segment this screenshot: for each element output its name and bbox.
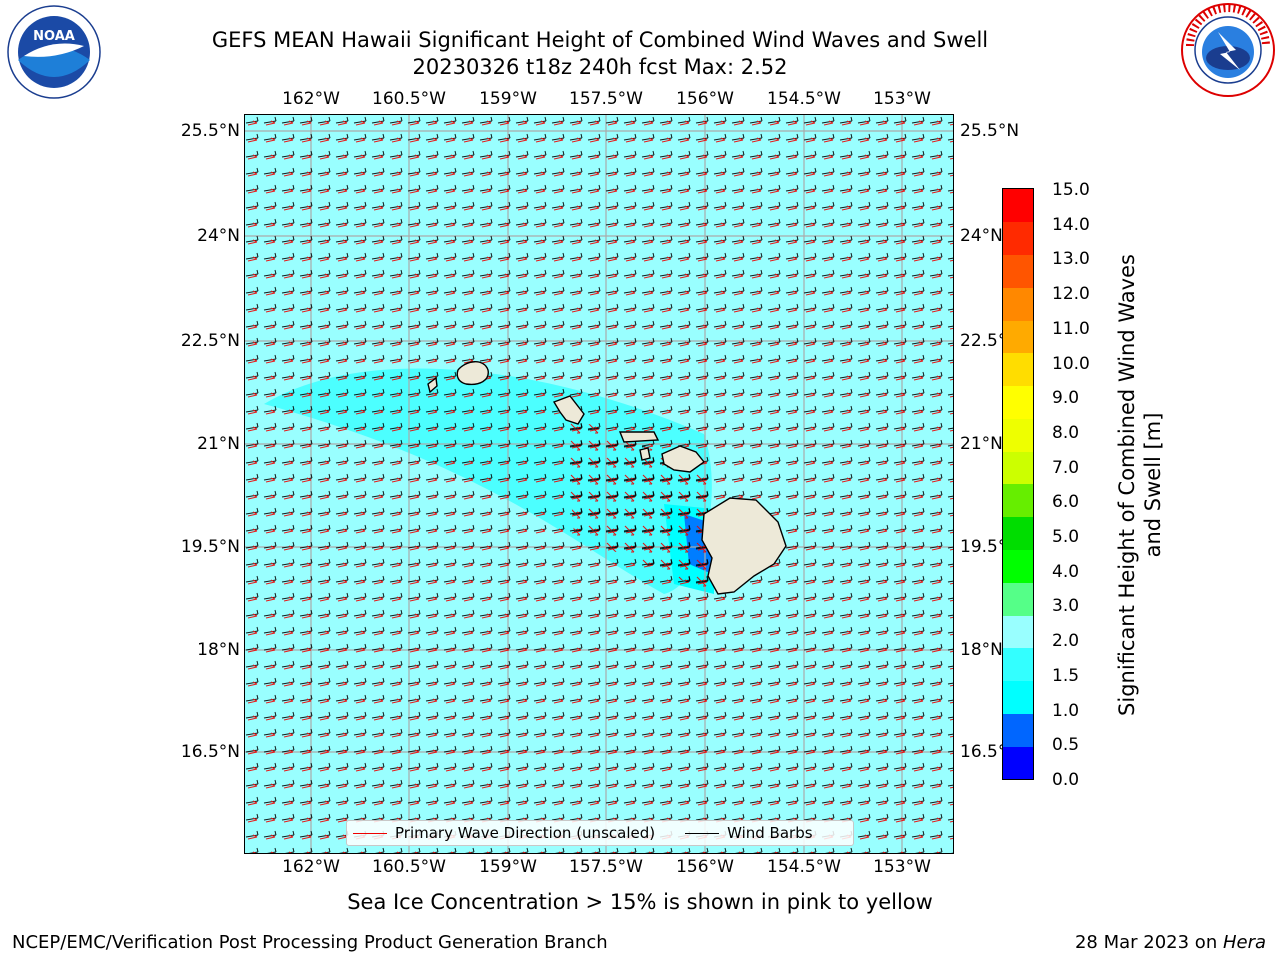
colorbar-tick-label: 8.0 (1052, 422, 1080, 443)
chart-title-line2: 20230326 t18z 240h fcst Max: 2.52 (412, 55, 788, 79)
colorbar-segment (1003, 385, 1033, 419)
lon-tick-bottom: 157.5°W (569, 857, 643, 877)
lon-tick-top: 157.5°W (569, 89, 643, 109)
lon-tick-bottom: 162°W (282, 857, 340, 877)
colorbar-segment (1003, 647, 1033, 682)
lon-tick-bottom: 160.5°W (372, 857, 446, 877)
lat-tick-left: 21°N (197, 434, 240, 454)
colorbar-tick-label: 0.0 (1052, 770, 1080, 790)
island-niihau (427, 376, 438, 394)
lon-tick-top: 159°W (479, 89, 537, 109)
colorbar-segment (1003, 582, 1033, 616)
lon-tick-bottom: 154.5°W (767, 857, 841, 877)
colorbar-segment (1003, 320, 1033, 354)
colorbar-segment (1003, 680, 1033, 714)
wave-legend-label: Primary Wave Direction (unscaled) (395, 824, 656, 842)
lon-tick-top: 156°W (676, 89, 734, 109)
island-molokai (618, 431, 660, 443)
footer-host: Hera (1222, 932, 1266, 953)
footer-org: NCEP/EMC/Verification Post Processing Pr… (12, 932, 608, 953)
islands (427, 361, 787, 595)
colorbar-segment (1003, 418, 1033, 452)
island-hawaii (701, 497, 787, 595)
lon-tick-bottom: 156°W (676, 857, 734, 877)
lon-tick-top: 153°W (873, 89, 931, 109)
colorbar-segment (1003, 287, 1033, 321)
lat-tick-left: 18°N (197, 640, 240, 660)
map-frame (244, 114, 954, 854)
map-legend: Primary Wave Direction (unscaled) Wind B… (346, 820, 854, 846)
colorbar-segment (1003, 615, 1033, 649)
colorbar-segment (1003, 516, 1033, 551)
noaa-logo-text: NOAA (33, 29, 75, 44)
chart-title-line1: GEFS MEAN Hawaii Significant Height of C… (211, 28, 989, 52)
colorbar-segment (1003, 549, 1033, 583)
lat-tick-right: 24°N (960, 226, 1003, 246)
colorbar-tick-label: 13.0 (1052, 249, 1090, 270)
lat-tick-left: 25.5°N (180, 121, 240, 141)
colorbar-tick-label: 2.0 (1052, 631, 1080, 652)
lat-tick-left: 19.5°N (180, 537, 240, 557)
lon-tick-top: 160.5°W (372, 89, 446, 109)
colorbar-tick-label: 14.0 (1052, 214, 1090, 235)
lon-tick-bottom: 153°W (873, 857, 931, 877)
island-oahu (552, 395, 585, 425)
lat-tick-right: 18°N (960, 640, 1003, 660)
lon-tick-top: 162°W (282, 89, 340, 109)
nws-logo (1181, 3, 1275, 97)
colorbar-label: Significant Height of Combined Wind Wave… (1115, 254, 1165, 716)
noaa-logo: NOAA (7, 5, 101, 99)
island-lanai (639, 447, 651, 461)
colorbar-tick-label: 12.0 (1052, 284, 1090, 305)
colorbar-tick-label: 7.0 (1052, 457, 1080, 478)
sea-ice-note: Sea Ice Concentration > 15% is shown in … (347, 890, 933, 914)
colorbar-tick-label: 10.0 (1052, 353, 1090, 374)
colorbar-segment (1003, 713, 1033, 747)
lon-tick-bottom: 159°W (479, 857, 537, 877)
colorbar-tick-label: 6.0 (1052, 492, 1080, 513)
colorbar-segment (1003, 352, 1033, 387)
barb-legend-line (685, 832, 720, 834)
lat-tick-left: 24°N (197, 226, 240, 246)
colorbar-tick-label: 15.0 (1052, 180, 1090, 200)
colorbar-tick-label: 0.5 (1052, 735, 1080, 756)
wave-legend-line (353, 832, 387, 834)
colorbar-tick-label: 11.0 (1052, 318, 1090, 339)
colorbar-tick-label: 9.0 (1052, 388, 1080, 409)
lat-tick-left: 22.5°N (180, 331, 240, 351)
colorbar-segment (1003, 484, 1033, 518)
island-maui (661, 445, 706, 473)
colorbar-segment (1003, 221, 1033, 256)
lon-tick-top: 154.5°W (767, 89, 841, 109)
lat-tick-left: 16.5°N (180, 742, 240, 762)
colorbar-segment (1003, 254, 1033, 288)
lat-tick-right: 25.5°N (960, 121, 1020, 141)
colorbar-tick-label: 1.5 (1052, 665, 1080, 686)
colorbar-tick-label: 5.0 (1052, 527, 1080, 548)
map-panel (244, 114, 954, 854)
footer-date-text: 28 Mar 2023 on (1074, 932, 1223, 953)
island-kauai (456, 361, 489, 386)
lat-tick-right: 21°N (960, 434, 1003, 454)
colorbar-segment (1003, 451, 1033, 485)
footer-date: 28 Mar 2023 on Hera (1075, 932, 1266, 953)
colorbar-tick-label: 3.0 (1052, 596, 1080, 617)
colorbar-tick-labels: 15.0 14.0 13.0 12.0 11.0 10.0 9.0 8.0 7.0 6.0 5.0 4… (1040, 0, 1100, 960)
colorbar-tick-label: 4.0 (1052, 561, 1080, 582)
colorbar (1002, 188, 1034, 780)
colorbar-tick-label: 1.0 (1052, 700, 1080, 721)
colorbar-segment (1003, 746, 1033, 780)
barb-legend-label: Wind Barbs (727, 824, 813, 842)
colorbar-segment (1003, 189, 1033, 223)
